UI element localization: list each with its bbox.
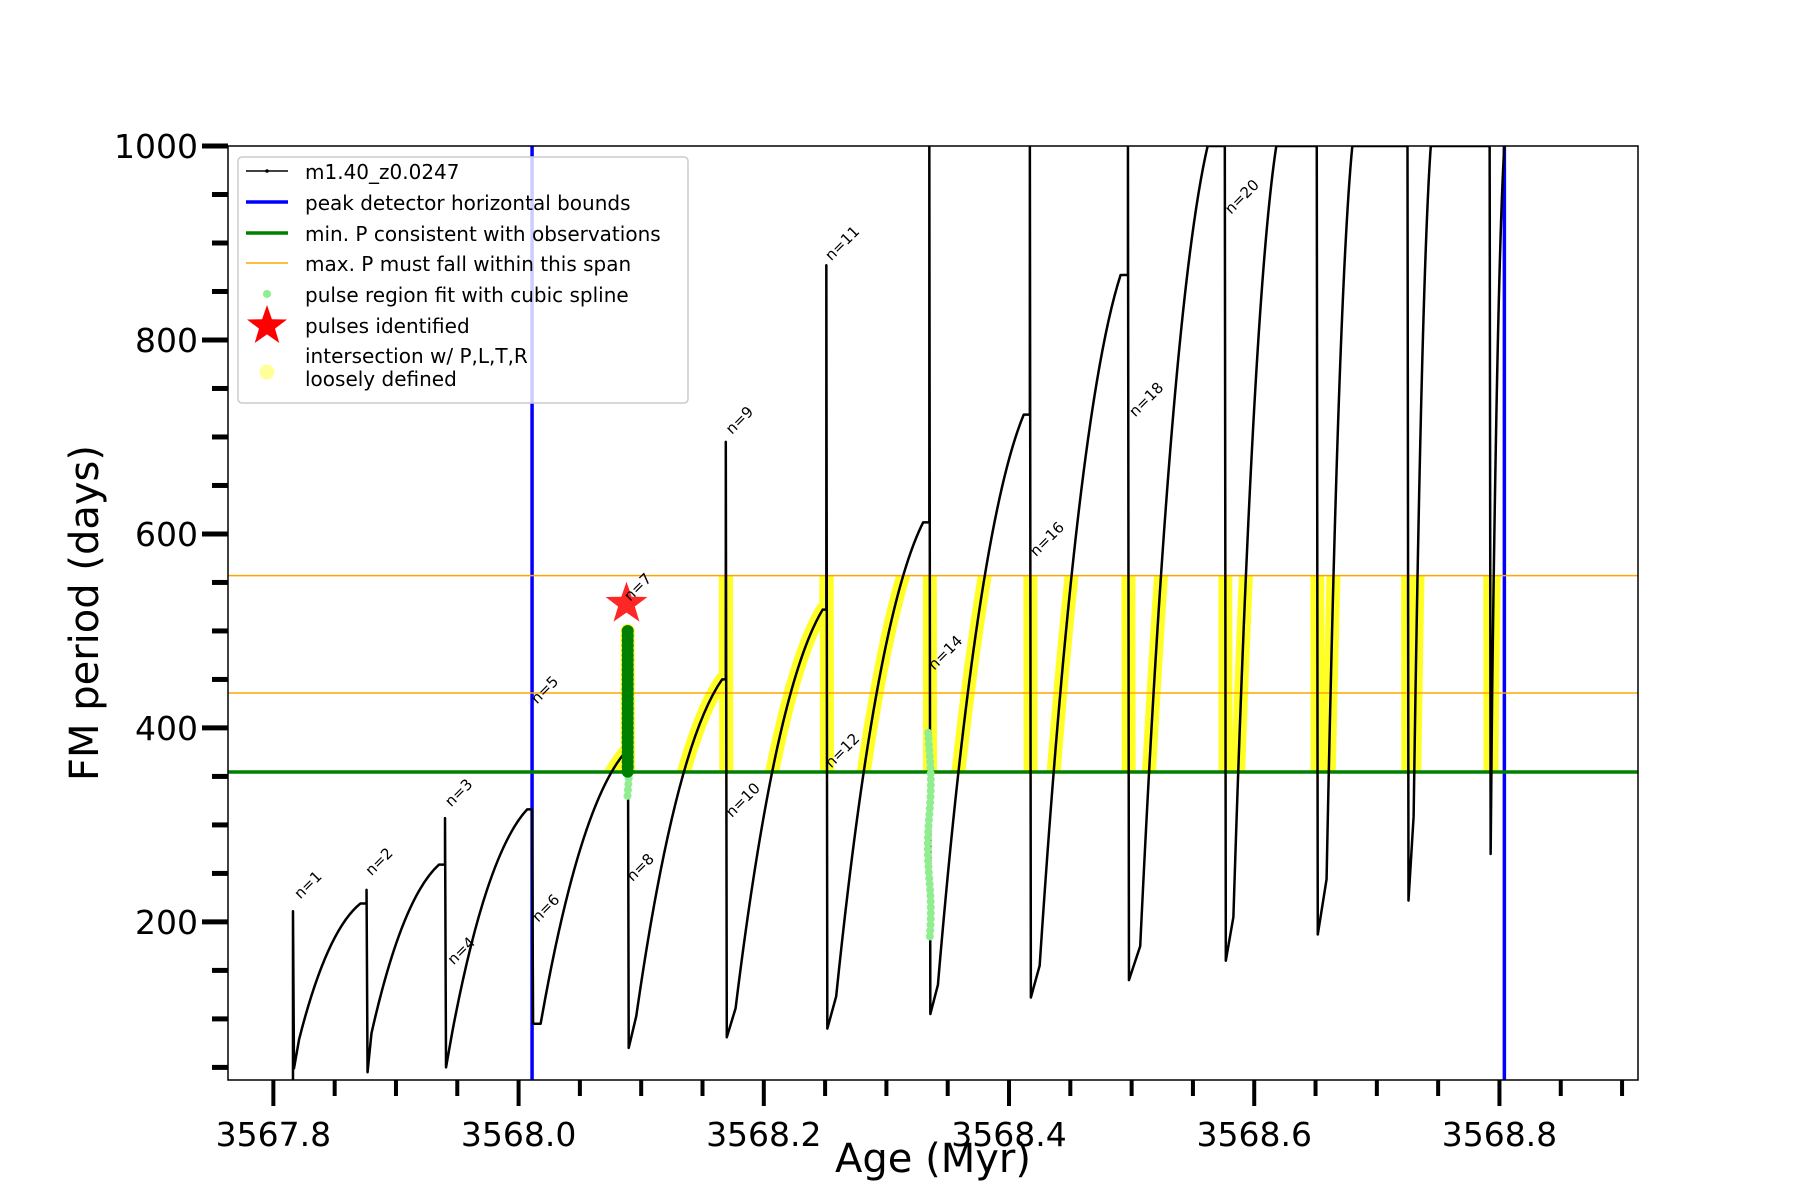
spline-point bbox=[925, 804, 934, 813]
pulse-number-label: n=9 bbox=[722, 403, 757, 438]
spline-point bbox=[925, 880, 934, 889]
spline-point bbox=[924, 728, 933, 737]
pulse-number-label: n=11 bbox=[821, 222, 863, 264]
spline-point bbox=[924, 740, 933, 749]
x-tick-label: 3568.2 bbox=[706, 1115, 821, 1154]
pulse-number-label: n=16 bbox=[1026, 518, 1068, 560]
legend-star-icon bbox=[247, 305, 287, 343]
spline-point bbox=[924, 816, 933, 825]
spline-point bbox=[924, 856, 933, 865]
spline-point bbox=[926, 885, 935, 894]
spline-point bbox=[924, 868, 933, 877]
x-tick-label: 3568.6 bbox=[1197, 1115, 1312, 1154]
spline-point bbox=[924, 862, 933, 871]
spline-point bbox=[926, 920, 935, 929]
legend: m1.40_z0.0247 peak detector horizontal b… bbox=[237, 156, 689, 404]
spline-point bbox=[926, 786, 935, 795]
legend-spline-swatch bbox=[263, 290, 271, 298]
legend-bounds-label: peak detector horizontal bounds bbox=[305, 191, 631, 215]
x-tick-label: 3568.8 bbox=[1442, 1115, 1557, 1154]
spline-point bbox=[623, 791, 632, 800]
y-tick-label: 1000 bbox=[114, 127, 198, 166]
legend-maxp-label: max. P must fall within this span bbox=[305, 252, 631, 276]
y-tick-label: 400 bbox=[135, 709, 198, 748]
y-tick-label: 600 bbox=[135, 515, 198, 554]
spline-point bbox=[926, 781, 935, 790]
spline-point bbox=[923, 850, 932, 859]
spline-point bbox=[926, 769, 935, 778]
spline-point bbox=[924, 734, 933, 743]
legend-loosely-label: loosely defined bbox=[305, 367, 457, 391]
spline-point bbox=[926, 891, 935, 900]
spline-point bbox=[926, 903, 935, 912]
spline-point bbox=[926, 757, 935, 766]
spline-point bbox=[926, 914, 935, 923]
spline-point bbox=[925, 874, 934, 883]
track-line bbox=[291, 146, 1506, 1080]
spline-point bbox=[923, 833, 932, 842]
marker-layer bbox=[605, 581, 935, 941]
axes: 3567.8 3568.0 3568.2 3568.4 3568.6 3568.8 200 4… bbox=[114, 127, 1625, 1154]
pulse-number-label: n=18 bbox=[1125, 379, 1167, 421]
spline-point bbox=[926, 909, 935, 918]
y-tick-label: 800 bbox=[135, 321, 198, 360]
pulse-number-label: n=1 bbox=[290, 867, 325, 902]
pulse-star-icon bbox=[605, 581, 648, 622]
y-axis-label: FM period (days) bbox=[62, 445, 108, 781]
x-tick-label: 3568.0 bbox=[461, 1115, 576, 1154]
spline-point bbox=[923, 845, 932, 854]
spline-point bbox=[926, 897, 935, 906]
spline-point bbox=[926, 792, 935, 801]
legend-spline-label: pulse region fit with cubic spline bbox=[305, 283, 629, 307]
y-tick-label: 200 bbox=[135, 903, 198, 942]
plot-frame bbox=[227, 145, 1639, 1081]
spline-point bbox=[923, 839, 932, 848]
legend-pulses-label: pulses identified bbox=[305, 314, 470, 338]
spline-point bbox=[926, 763, 935, 772]
spline-point bbox=[925, 746, 934, 755]
spline-point bbox=[925, 932, 934, 941]
x-axis-label: Age (Myr) bbox=[835, 1136, 1031, 1182]
spline-point-identified bbox=[621, 624, 634, 637]
legend-minp-label: min. P consistent with observations bbox=[305, 222, 661, 246]
legend-intersection-label: intersection w/ P,L,T,R bbox=[305, 344, 528, 368]
legend-intersection-swatch bbox=[259, 364, 275, 380]
pulse-number-label: n=3 bbox=[441, 775, 476, 810]
spline-point bbox=[924, 827, 933, 836]
spline-point bbox=[623, 786, 632, 795]
spline-point bbox=[925, 752, 934, 761]
pulse-number-label: n=2 bbox=[362, 844, 397, 879]
spline-point bbox=[926, 798, 935, 807]
spline-point bbox=[926, 775, 935, 784]
spline-point bbox=[926, 926, 935, 935]
x-tick-label: 3567.8 bbox=[216, 1115, 331, 1154]
legend-track-label: m1.40_z0.0247 bbox=[305, 160, 460, 184]
spline-point bbox=[924, 821, 933, 830]
evolution-track bbox=[291, 146, 1506, 1080]
pulse-number-label: n=10 bbox=[722, 779, 764, 821]
spline-point bbox=[624, 780, 633, 789]
spline-point bbox=[925, 810, 934, 819]
x-tick-label: 3568.4 bbox=[951, 1115, 1066, 1154]
pulse-number-label: n=20 bbox=[1221, 176, 1263, 218]
